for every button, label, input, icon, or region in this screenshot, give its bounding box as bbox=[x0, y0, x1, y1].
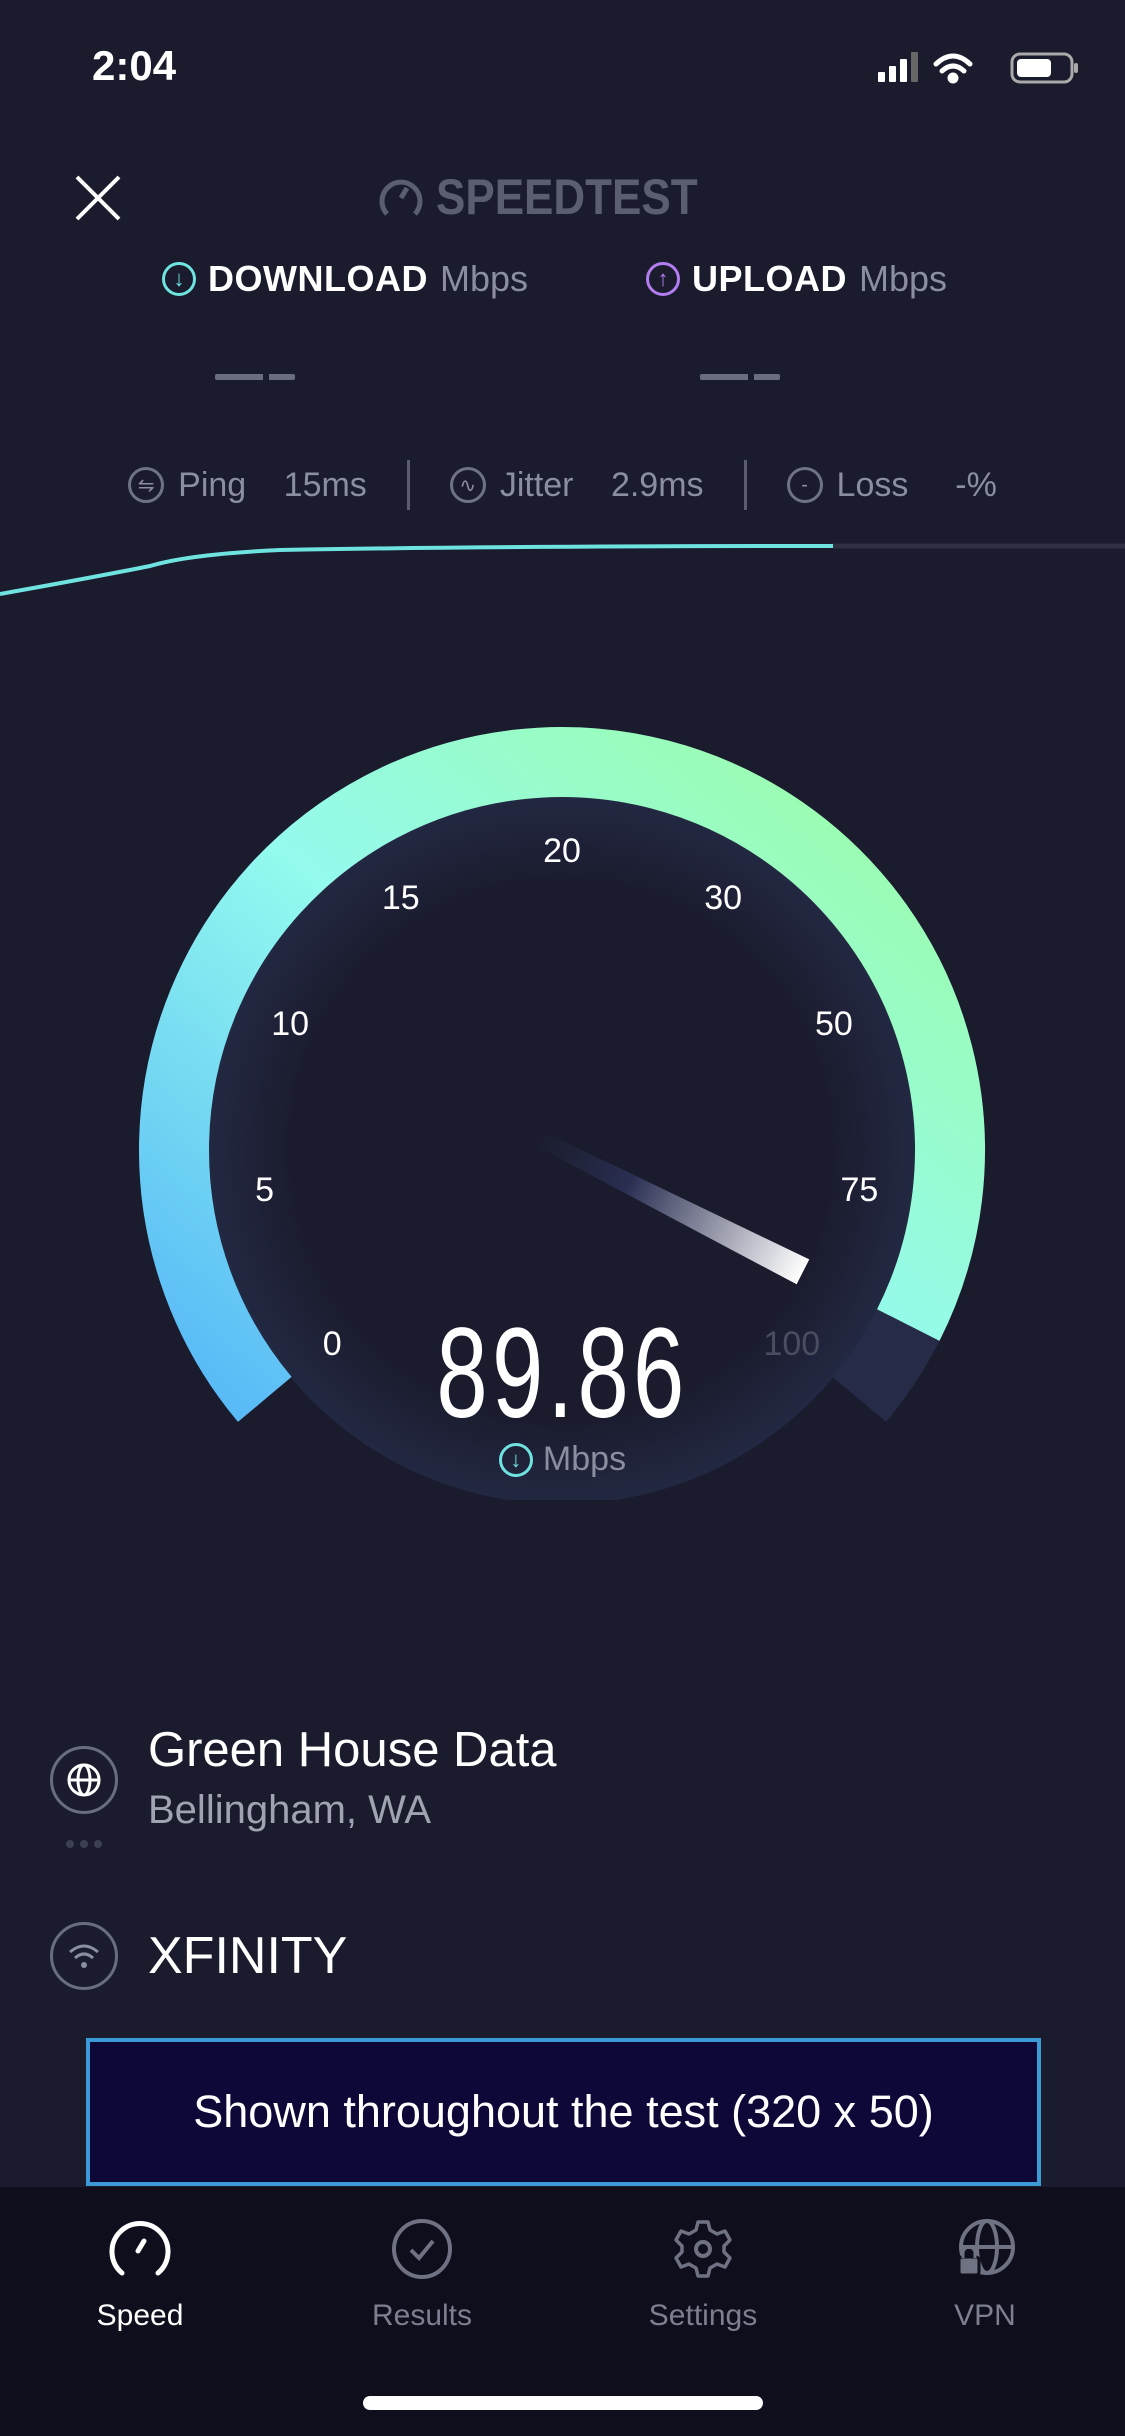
speedometer-icon bbox=[109, 2221, 171, 2276]
wifi-icon bbox=[933, 53, 973, 84]
ping-stat: ⇋ Ping 15ms bbox=[88, 466, 407, 505]
current-speed-value: 89.86 bbox=[436, 1302, 689, 1445]
gauge-tick-label: 75 bbox=[841, 1171, 879, 1209]
upload-value-placeholder bbox=[700, 374, 780, 380]
jitter-stat: ∿ Jitter 2.9ms bbox=[410, 466, 744, 505]
ad-banner[interactable]: Shown throughout the test (320 x 50) bbox=[86, 2038, 1041, 2186]
loss-stat: - Loss -% bbox=[747, 466, 1037, 505]
wifi-icon bbox=[50, 1922, 118, 1990]
globe-lock-icon bbox=[957, 2219, 1015, 2277]
tab-results[interactable]: Results bbox=[312, 2217, 532, 2333]
gauge-tick-label: 15 bbox=[382, 879, 420, 917]
provider-name: XFINITY bbox=[148, 1927, 348, 1985]
upload-header: ↑ UPLOAD Mbps bbox=[646, 258, 947, 300]
download-header: ↓ DOWNLOAD Mbps bbox=[162, 258, 528, 300]
speed-gauge: 0 5 10 15 20 30 50 75 100 bbox=[139, 727, 985, 1500]
more-dots-icon[interactable] bbox=[66, 1840, 102, 1848]
globe-icon[interactable] bbox=[50, 1746, 118, 1814]
tab-bar: Speed Results Settings VPN bbox=[0, 2187, 1125, 2436]
home-indicator[interactable] bbox=[363, 2396, 763, 2410]
download-value-placeholder bbox=[215, 374, 295, 380]
download-arrow-icon: ↓ bbox=[162, 262, 196, 296]
gauge-tick-label: 0 bbox=[323, 1325, 342, 1363]
upload-arrow-icon: ↑ bbox=[646, 262, 680, 296]
gauge-tick-label: 100 bbox=[763, 1325, 820, 1363]
gauge-tick-label: 20 bbox=[543, 832, 581, 870]
tab-vpn[interactable]: VPN bbox=[875, 2217, 1095, 2333]
gauge-tick-label: 5 bbox=[255, 1171, 274, 1209]
divider bbox=[406, 460, 410, 510]
gauge-fill bbox=[139, 727, 985, 1422]
status-icons bbox=[878, 52, 1078, 84]
speedometer-logo-icon bbox=[379, 179, 423, 216]
checkmark-circle-icon bbox=[392, 2219, 452, 2279]
latency-stats: ⇋ Ping 15ms ∿ Jitter 2.9ms - Loss -% bbox=[0, 460, 1125, 510]
ping-icon: ⇋ bbox=[128, 467, 165, 503]
graph-line bbox=[0, 544, 834, 596]
gauge-needle bbox=[531, 1129, 810, 1285]
tab-speed[interactable]: Speed bbox=[30, 2217, 250, 2333]
speed-graph bbox=[0, 543, 1125, 596]
tab-settings[interactable]: Settings bbox=[593, 2217, 813, 2333]
download-arrow-icon: ↓ bbox=[498, 1442, 533, 1477]
status-time: 2:04 bbox=[92, 42, 177, 89]
current-speed-unit: ↓ Mbps bbox=[0, 1440, 1125, 1479]
jitter-icon: ∿ bbox=[449, 467, 486, 503]
server-name[interactable]: Green House Data bbox=[148, 1723, 557, 1777]
battery-icon bbox=[1010, 52, 1078, 84]
cellular-signal-icon bbox=[878, 52, 918, 82]
gauge-tick-label: 50 bbox=[815, 1005, 853, 1043]
server-location: Bellingham, WA bbox=[148, 1788, 432, 1832]
loss-icon: - bbox=[786, 467, 823, 503]
gear-icon bbox=[674, 2220, 732, 2278]
divider bbox=[743, 460, 747, 510]
speedtest-logo: SPEEDTEST bbox=[378, 168, 733, 226]
close-icon[interactable] bbox=[74, 174, 122, 222]
gauge-tick-label: 10 bbox=[271, 1005, 309, 1043]
gauge-tick-label: 30 bbox=[704, 879, 742, 917]
